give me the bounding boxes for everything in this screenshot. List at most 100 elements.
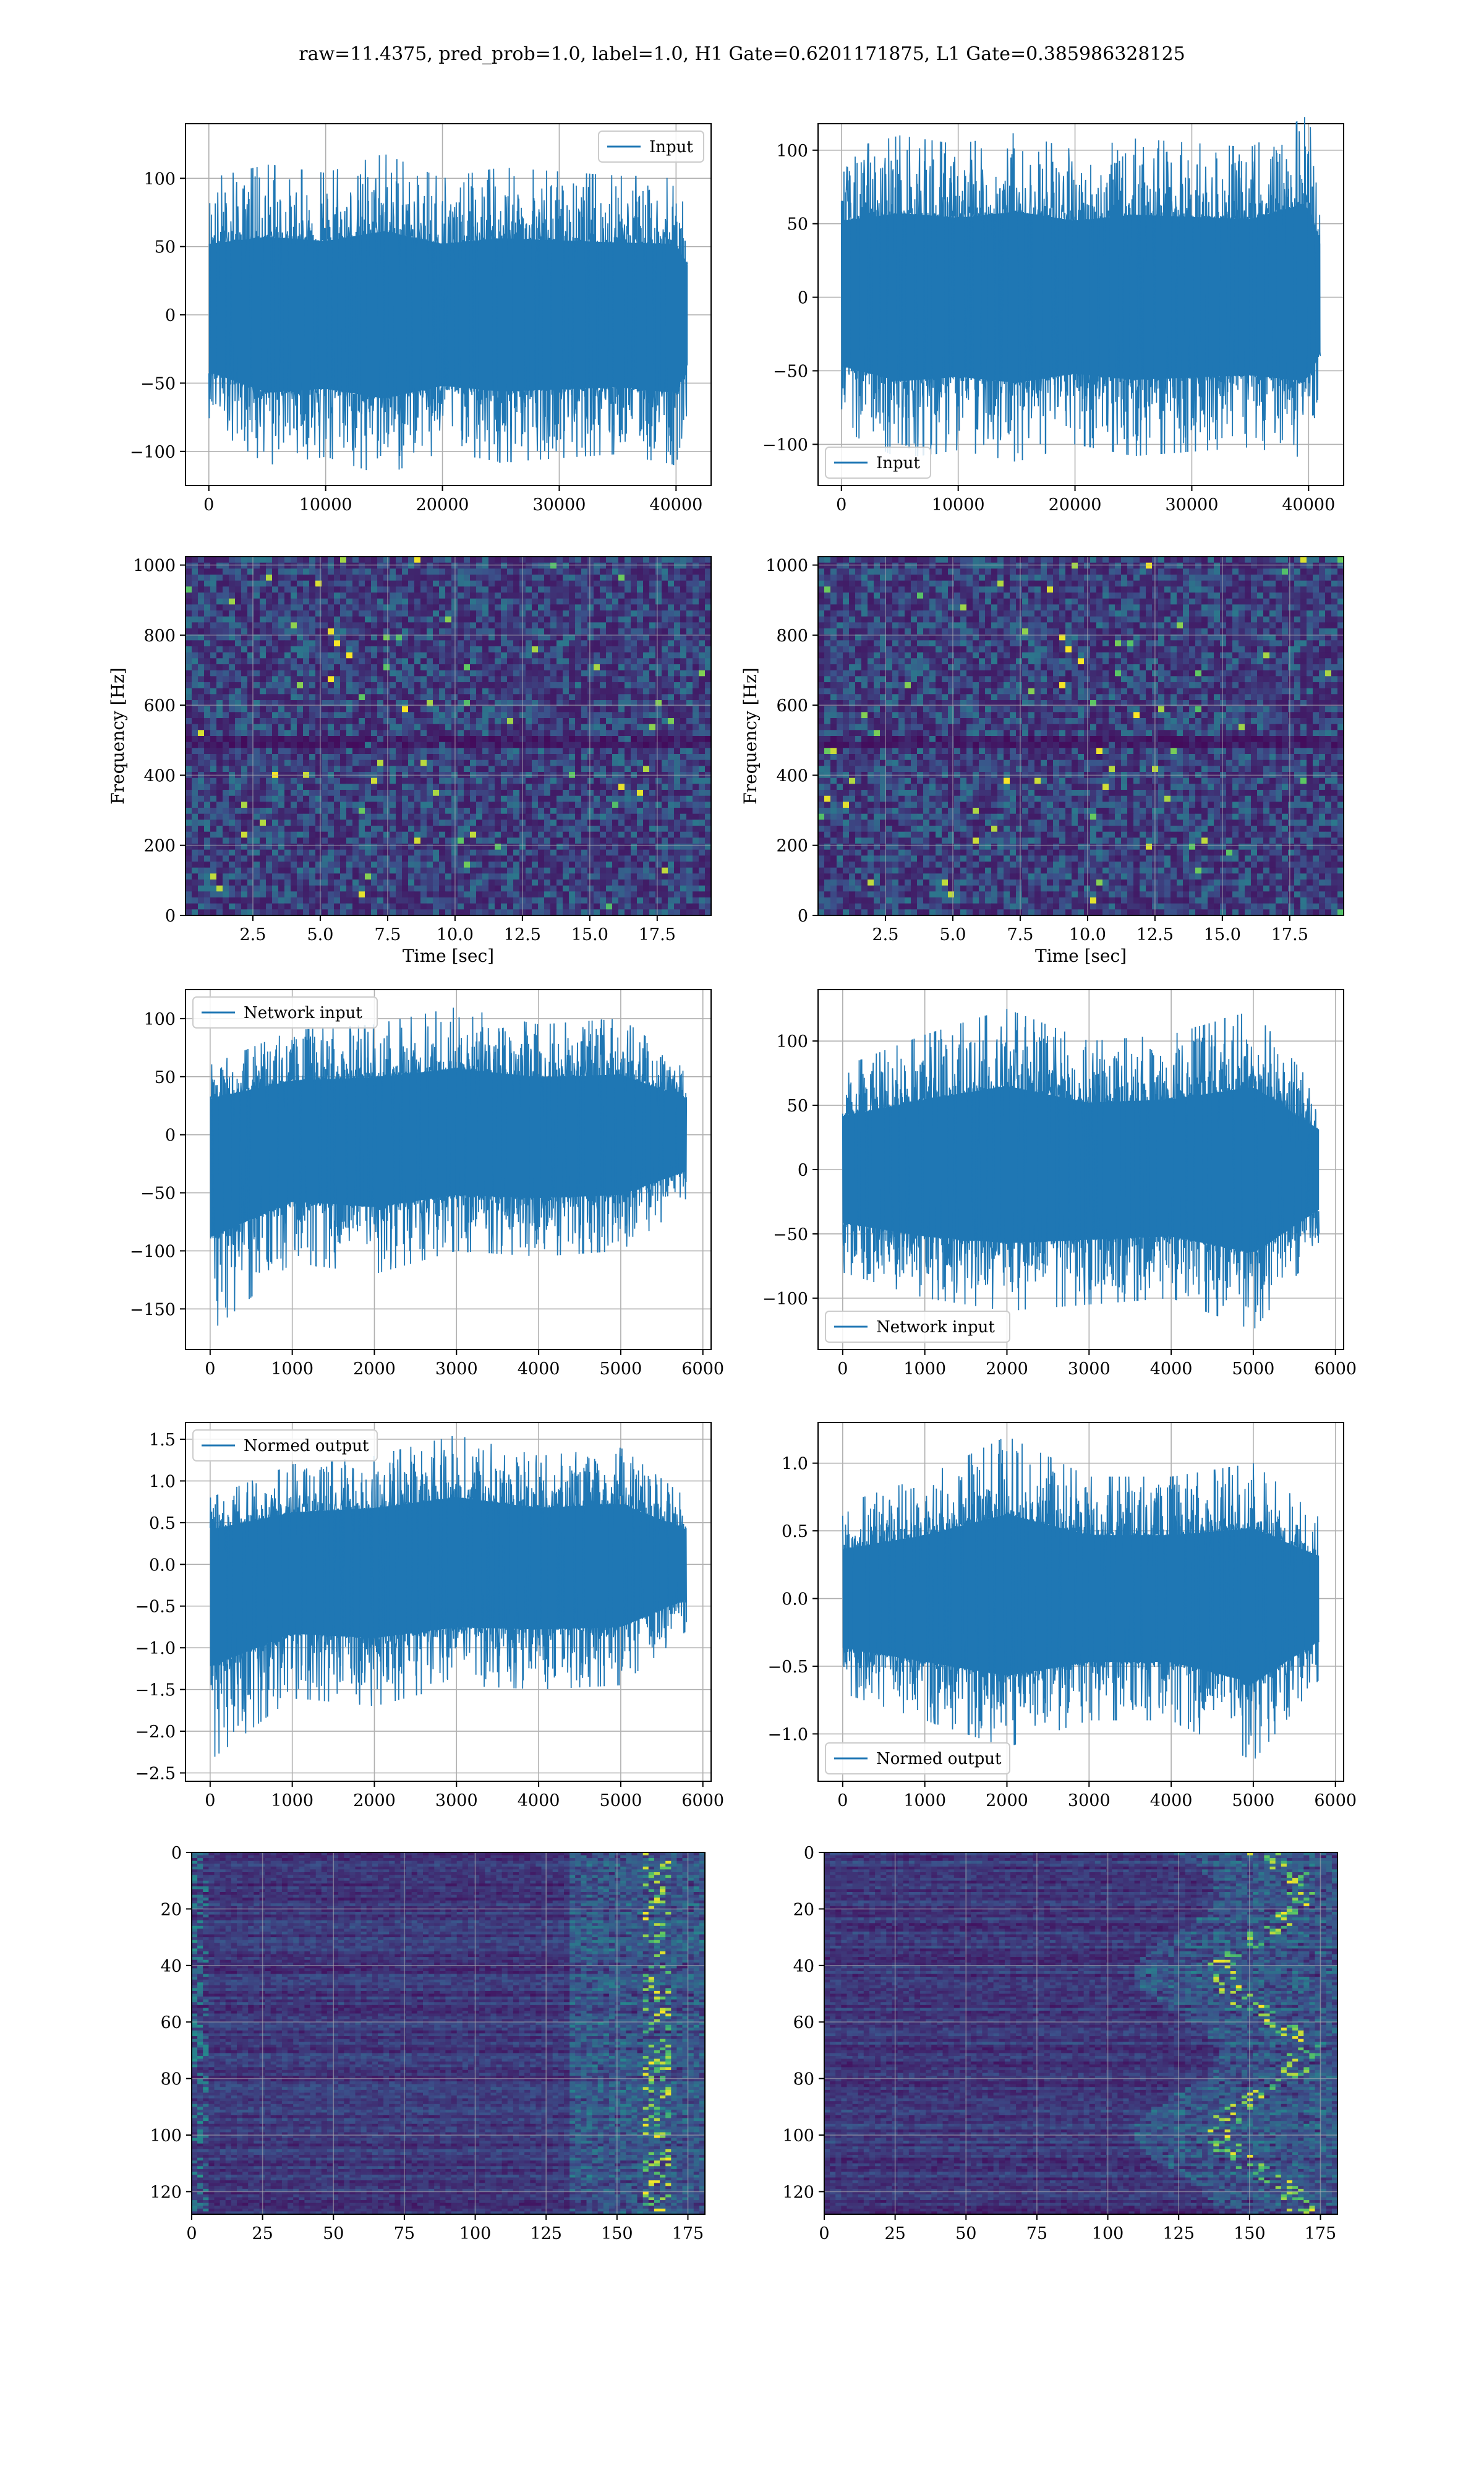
heatmap-cell	[625, 754, 631, 760]
heatmap-cell	[445, 694, 452, 700]
heatmap-cell	[371, 754, 378, 760]
heatmap-cell	[266, 694, 273, 700]
heatmap-cell	[229, 718, 236, 724]
heatmap-cell	[464, 682, 471, 688]
heatmap-cell	[550, 724, 557, 730]
heatmap-cell	[600, 617, 607, 623]
heatmap-cell	[297, 712, 304, 718]
heatmap-cell	[618, 581, 625, 587]
heatmap-cell	[186, 646, 192, 653]
heatmap-cell	[408, 706, 415, 713]
heatmap-cell	[464, 712, 471, 718]
heatmap-cell	[260, 796, 267, 802]
heatmap-cell	[631, 790, 638, 796]
heatmap-cell	[637, 808, 644, 814]
heatmap-cell	[464, 653, 471, 659]
heatmap-cell	[674, 742, 681, 748]
y-tick-label: −50	[773, 362, 808, 382]
heatmap-cell	[396, 676, 403, 682]
heatmap-cell	[210, 742, 217, 748]
heatmap-cell	[402, 790, 409, 796]
heatmap-cell	[612, 617, 619, 623]
heatmap-cell	[556, 676, 563, 682]
heatmap-cell	[284, 568, 291, 575]
heatmap-cell	[284, 730, 291, 736]
heatmap-cell	[328, 802, 335, 808]
heatmap-cell	[612, 653, 619, 659]
x-tick-label: 40000	[1282, 495, 1335, 515]
heatmap-cell	[693, 712, 699, 718]
heatmap-cell	[631, 599, 638, 605]
heatmap-cell	[260, 718, 267, 724]
heatmap-cell	[637, 658, 644, 664]
heatmap-cell	[538, 586, 545, 593]
heatmap-cell	[501, 766, 508, 772]
heatmap-cell	[544, 712, 551, 718]
heatmap-cell	[371, 682, 378, 688]
heatmap-cell	[433, 586, 440, 593]
y-tick-label: 0	[165, 306, 176, 325]
heatmap-cell	[235, 694, 242, 700]
heatmap-cell	[260, 712, 267, 718]
heatmap-cell	[334, 760, 341, 766]
heatmap-cell	[587, 568, 594, 575]
heatmap-cell	[420, 784, 427, 790]
heatmap-cell	[254, 653, 260, 659]
heatmap-cell	[674, 586, 681, 593]
heatmap-cell	[346, 568, 353, 575]
heatmap-cell	[210, 622, 217, 628]
heatmap-cell	[390, 617, 396, 623]
heatmap-cell	[625, 557, 631, 563]
heatmap-cell	[254, 694, 260, 700]
heatmap-cell	[352, 712, 359, 718]
heatmap-cell	[192, 694, 198, 700]
heatmap-cell	[192, 568, 198, 575]
heatmap-cell	[241, 706, 248, 713]
heatmap-cell	[334, 748, 341, 754]
heatmap-cell	[445, 617, 452, 623]
heatmap-cell	[563, 796, 569, 802]
heatmap-cell	[631, 712, 638, 718]
heatmap-cell	[600, 706, 607, 713]
heatmap-cell	[643, 712, 650, 718]
heatmap-cell	[643, 670, 650, 677]
heatmap-cell	[680, 790, 687, 796]
heatmap-cell	[476, 760, 483, 766]
heatmap-cell	[587, 748, 594, 754]
heatmap-cell	[322, 718, 328, 724]
heatmap-cell	[223, 688, 229, 695]
heatmap-cell	[699, 790, 706, 796]
heatmap-cell	[272, 617, 279, 623]
heatmap-cell	[241, 599, 248, 605]
heatmap-cell	[254, 682, 260, 688]
heatmap-cell	[210, 586, 217, 593]
heatmap-cell	[365, 682, 372, 688]
heatmap-cell	[482, 599, 489, 605]
heatmap-cell	[643, 748, 650, 754]
heatmap-cell	[346, 760, 353, 766]
heatmap-cell	[328, 736, 335, 742]
heatmap-cell	[260, 766, 267, 772]
heatmap-cell	[365, 599, 372, 605]
heatmap-cell	[625, 628, 631, 635]
heatmap-cell	[612, 676, 619, 682]
heatmap-cell	[235, 682, 242, 688]
heatmap-cell	[340, 628, 347, 635]
heatmap-cell	[649, 718, 656, 724]
heatmap-cell	[216, 742, 223, 748]
heatmap-cell	[581, 557, 588, 563]
heatmap-cell	[538, 682, 545, 688]
heatmap-cell	[655, 754, 662, 760]
heatmap-cell	[668, 778, 675, 784]
heatmap-cell	[587, 706, 594, 713]
heatmap-cell	[235, 676, 242, 682]
heatmap-cell	[427, 748, 433, 754]
heatmap-cell	[192, 604, 198, 610]
heatmap-cell	[309, 724, 316, 730]
heatmap-cell	[532, 628, 539, 635]
heatmap-cell	[482, 586, 489, 593]
heatmap-cell	[655, 628, 662, 635]
heatmap-cell	[556, 604, 563, 610]
heatmap-cell	[693, 688, 699, 695]
heatmap-cell	[594, 688, 600, 695]
